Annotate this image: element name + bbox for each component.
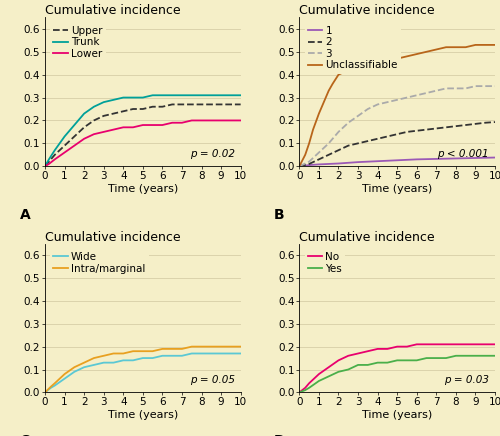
Text: Cumulative incidence: Cumulative incidence xyxy=(300,4,435,17)
X-axis label: Time (years): Time (years) xyxy=(362,410,432,420)
Legend: Upper, Trunk, Lower: Upper, Trunk, Lower xyxy=(50,23,106,62)
X-axis label: Time (years): Time (years) xyxy=(362,184,432,194)
Text: p = 0.03: p = 0.03 xyxy=(444,375,489,385)
X-axis label: Time (years): Time (years) xyxy=(108,410,178,420)
Text: B: B xyxy=(274,208,284,222)
Text: p = 0.05: p = 0.05 xyxy=(190,375,235,385)
Text: D: D xyxy=(274,434,285,436)
Legend: Wide, Intra/marginal: Wide, Intra/marginal xyxy=(50,249,148,276)
Text: Cumulative incidence: Cumulative incidence xyxy=(45,4,180,17)
Text: A: A xyxy=(20,208,30,222)
Text: p = 0.02: p = 0.02 xyxy=(190,149,235,159)
Legend: No, Yes: No, Yes xyxy=(304,249,346,276)
Text: C: C xyxy=(20,434,30,436)
Text: Cumulative incidence: Cumulative incidence xyxy=(45,231,180,244)
X-axis label: Time (years): Time (years) xyxy=(108,184,178,194)
Text: p < 0.001: p < 0.001 xyxy=(438,149,489,159)
Text: Cumulative incidence: Cumulative incidence xyxy=(300,231,435,244)
Legend: 1, 2, 3, Unclassifiable: 1, 2, 3, Unclassifiable xyxy=(304,23,401,74)
